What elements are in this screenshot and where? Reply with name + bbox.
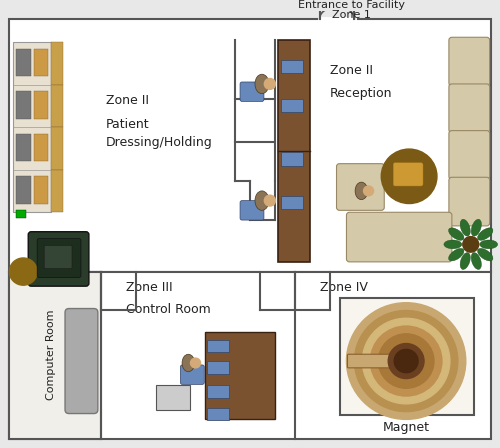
Text: Zone III: Zone III <box>126 281 172 294</box>
FancyBboxPatch shape <box>346 212 452 262</box>
Bar <box>10 271 101 439</box>
Circle shape <box>382 149 437 203</box>
Circle shape <box>378 334 434 388</box>
Ellipse shape <box>471 253 482 269</box>
Ellipse shape <box>448 228 464 240</box>
Ellipse shape <box>182 354 194 372</box>
FancyBboxPatch shape <box>449 84 490 133</box>
Bar <box>10 271 490 439</box>
Bar <box>51 85 63 127</box>
Ellipse shape <box>448 248 464 261</box>
Bar <box>34 176 48 204</box>
Bar <box>16 91 30 119</box>
Bar <box>14 42 51 212</box>
Bar <box>281 60 302 73</box>
Bar <box>51 170 63 212</box>
Ellipse shape <box>478 228 493 240</box>
Circle shape <box>362 318 450 404</box>
Bar <box>51 127 63 170</box>
Bar <box>34 48 48 76</box>
Text: Zone IV: Zone IV <box>320 281 368 294</box>
Circle shape <box>264 195 276 206</box>
Bar <box>10 19 490 271</box>
FancyBboxPatch shape <box>180 365 204 384</box>
Circle shape <box>364 186 374 196</box>
Text: Zone II: Zone II <box>106 94 149 107</box>
FancyBboxPatch shape <box>348 354 391 368</box>
Bar <box>156 385 190 409</box>
Bar <box>16 210 26 218</box>
FancyBboxPatch shape <box>28 232 89 286</box>
Text: Entrance to Facility: Entrance to Facility <box>298 0 406 10</box>
Circle shape <box>264 78 276 90</box>
Ellipse shape <box>444 240 462 249</box>
Circle shape <box>463 237 478 252</box>
Circle shape <box>10 258 37 285</box>
Bar <box>207 385 229 398</box>
Circle shape <box>346 303 466 419</box>
Circle shape <box>190 358 200 368</box>
Bar <box>278 40 310 262</box>
FancyBboxPatch shape <box>44 246 72 269</box>
Ellipse shape <box>460 219 470 236</box>
Ellipse shape <box>255 74 269 94</box>
FancyBboxPatch shape <box>449 177 490 226</box>
Bar <box>16 176 30 204</box>
FancyBboxPatch shape <box>336 164 384 210</box>
Text: Magnet: Magnet <box>382 421 430 434</box>
Bar <box>34 134 48 161</box>
Bar <box>206 332 275 419</box>
FancyBboxPatch shape <box>393 163 423 186</box>
Ellipse shape <box>255 191 269 210</box>
Text: Reception: Reception <box>330 87 392 100</box>
FancyBboxPatch shape <box>37 238 81 277</box>
Bar <box>51 42 63 85</box>
Ellipse shape <box>355 182 368 200</box>
Bar <box>281 152 302 166</box>
Text: Control Room: Control Room <box>126 303 210 316</box>
Text: Computer Room: Computer Room <box>46 310 56 401</box>
Bar <box>16 48 30 76</box>
Ellipse shape <box>478 248 493 261</box>
Bar <box>281 196 302 209</box>
Bar <box>207 361 229 374</box>
FancyBboxPatch shape <box>240 201 264 220</box>
Bar <box>34 91 48 119</box>
Text: Patient
Dressing/Holding: Patient Dressing/Holding <box>106 118 212 149</box>
Bar <box>16 134 30 161</box>
Circle shape <box>394 349 418 373</box>
FancyBboxPatch shape <box>449 37 490 86</box>
Text: Zone II: Zone II <box>330 65 372 78</box>
Ellipse shape <box>460 253 470 269</box>
Circle shape <box>370 326 442 396</box>
Bar <box>207 408 229 420</box>
Bar <box>207 340 229 352</box>
Bar <box>281 99 302 112</box>
Text: Zone 1: Zone 1 <box>332 10 372 20</box>
Bar <box>340 298 474 414</box>
FancyBboxPatch shape <box>65 309 98 414</box>
Circle shape <box>388 344 424 379</box>
Ellipse shape <box>471 219 482 236</box>
Ellipse shape <box>480 240 498 249</box>
FancyBboxPatch shape <box>240 82 264 101</box>
FancyBboxPatch shape <box>449 131 490 179</box>
Circle shape <box>354 310 458 412</box>
